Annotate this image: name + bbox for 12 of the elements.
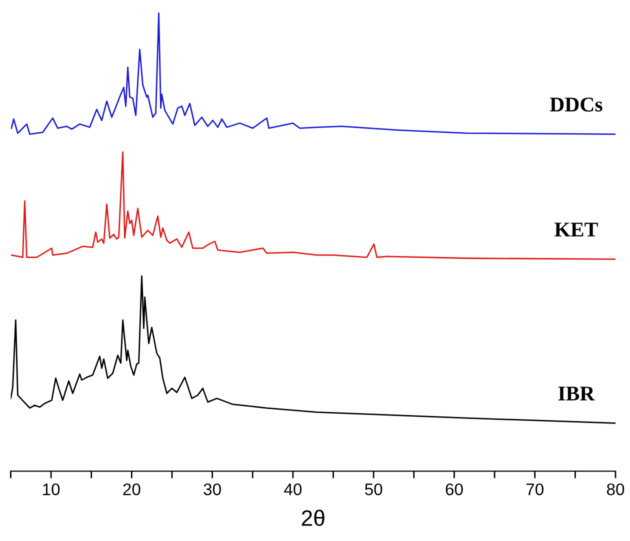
x-tick-label: 60 [446, 483, 463, 496]
series-label: KET [554, 222, 598, 236]
x-tick-label: 20 [123, 483, 140, 496]
x-tick-label: 30 [204, 483, 221, 496]
x-axis-title: 2θ [302, 510, 324, 526]
series-label: IBR [558, 386, 595, 400]
series-label: DDCs [550, 98, 602, 112]
x-tick-label: 70 [526, 483, 544, 496]
x-tick-label: 50 [364, 483, 382, 496]
x-tick-label: 40 [284, 483, 302, 496]
x-tick-label: 10 [43, 483, 60, 496]
x-tick-label: 80 [606, 483, 624, 496]
